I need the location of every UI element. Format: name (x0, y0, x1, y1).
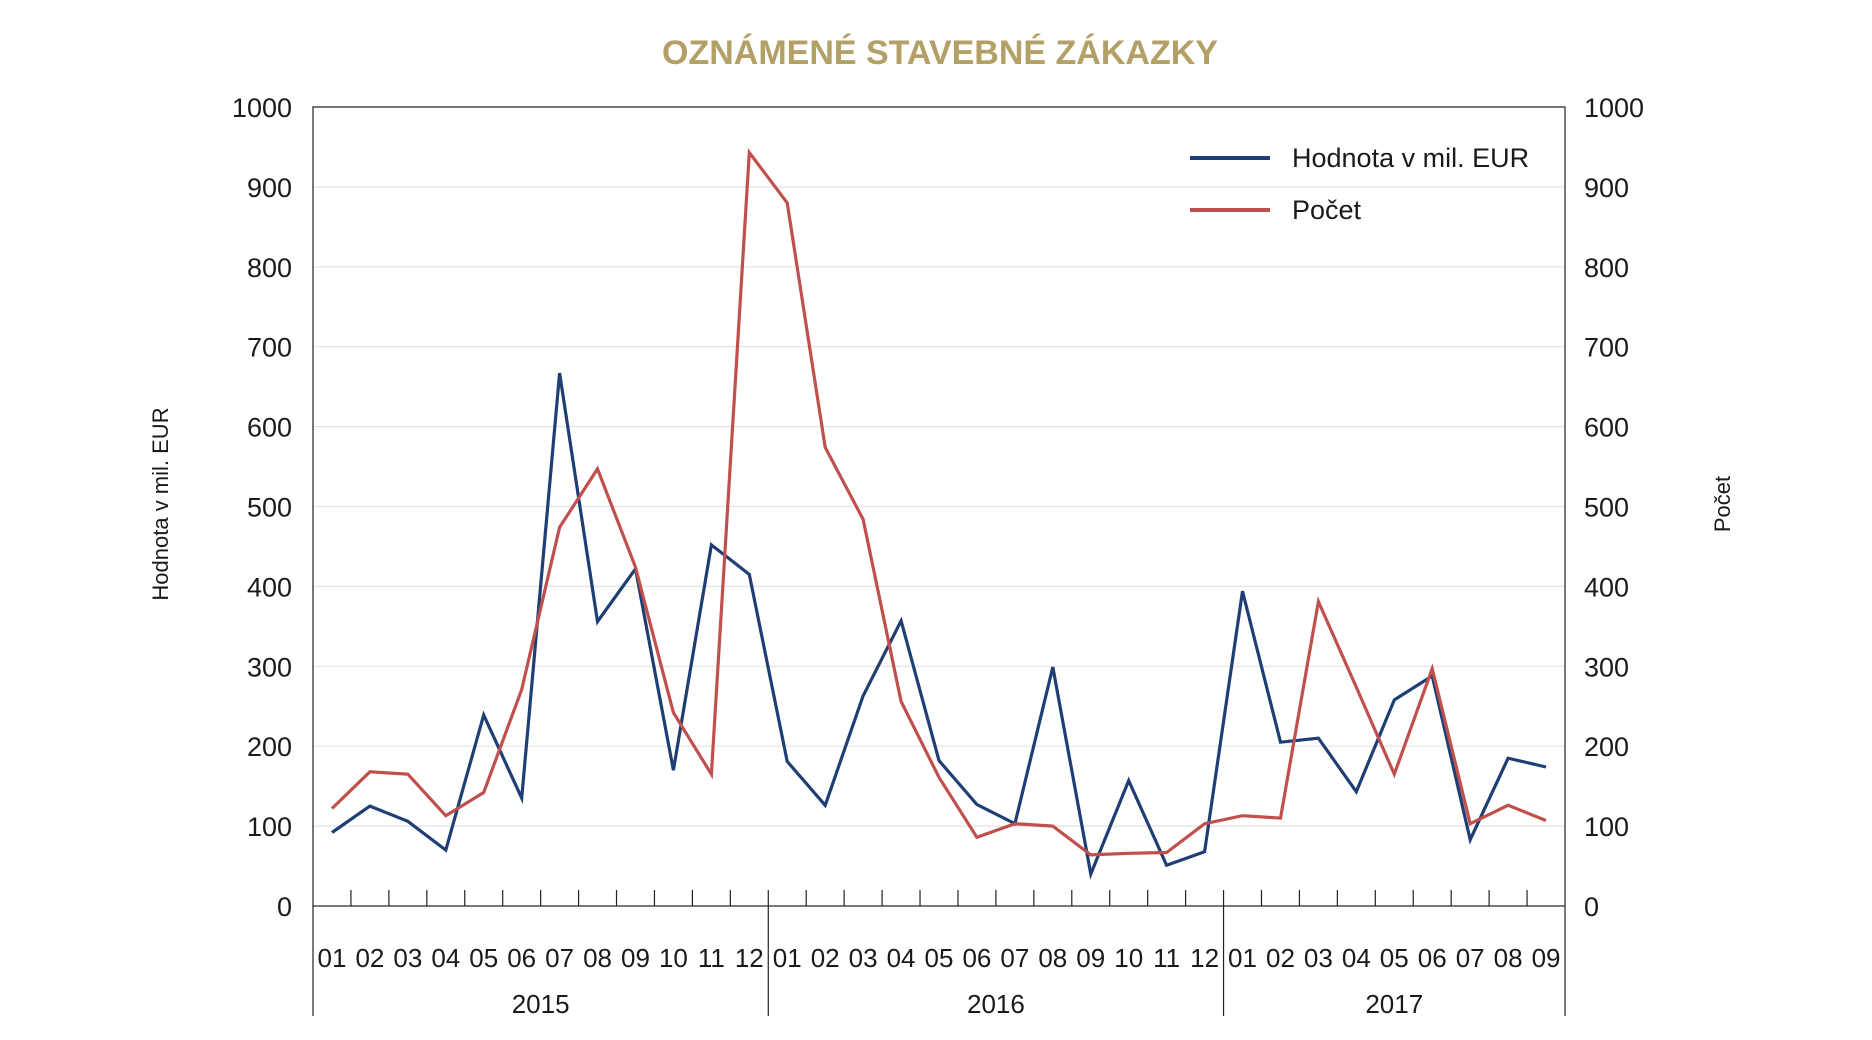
x-tick-label: 07 (1000, 943, 1029, 973)
y-tick-left-1000: 1000 (232, 93, 292, 123)
x-tick-label: 11 (1153, 943, 1180, 973)
x-tick-label: 03 (849, 943, 878, 973)
legend-label-value: Hodnota v mil. EUR (1292, 143, 1529, 173)
y-tick-right-900: 900 (1584, 173, 1629, 203)
x-tick-label: 08 (583, 943, 612, 973)
x-tick-label: 08 (1494, 943, 1523, 973)
x-tick-label: 05 (469, 943, 498, 973)
x-tick-label: 12 (735, 943, 764, 973)
tick-labels: 0 0 100 100 200 200 300 300 400 400 500 500 600 600 70… (232, 93, 1644, 1019)
y-tick-right-600: 600 (1584, 413, 1629, 443)
series-line-0 (331, 372, 1547, 880)
y-tick-left-600: 600 (247, 413, 292, 443)
x-group-label-2016: 2016 (967, 989, 1025, 1019)
y-axis-title-left: Hodnota v mil. EUR (148, 407, 173, 600)
x-tick-label: 03 (393, 943, 422, 973)
x-tick-label: 02 (811, 943, 840, 973)
y-tick-left-200: 200 (247, 732, 292, 762)
series-lines (330, 148, 1547, 880)
gridlines (313, 106, 1565, 827)
y-tick-left-300: 300 (247, 652, 292, 682)
y-axis-title-right: Počet (1710, 476, 1735, 532)
x-tick-label: 01 (1228, 943, 1257, 973)
x-tick-label: 04 (1342, 943, 1371, 973)
y-tick-left-800: 800 (247, 253, 292, 283)
x-tick-label: 09 (621, 943, 650, 973)
y-tick-left-0: 0 (277, 892, 292, 922)
x-tick-label: 09 (1076, 943, 1105, 973)
y-tick-right-200: 200 (1584, 732, 1629, 762)
y-tick-right-1000: 1000 (1584, 93, 1644, 123)
x-tick-label: 02 (355, 943, 384, 973)
y-tick-right-500: 500 (1584, 493, 1629, 523)
x-tick-label: 04 (887, 943, 916, 973)
x-tick-label: 07 (1456, 943, 1485, 973)
legend: Hodnota v mil. EUR Počet (1190, 143, 1529, 225)
y-tick-right-800: 800 (1584, 253, 1629, 283)
x-tick-label: 02 (1266, 943, 1295, 973)
y-tick-left-900: 900 (247, 173, 292, 203)
y-tick-right-100: 100 (1584, 812, 1629, 842)
x-tick-label: 11 (698, 943, 725, 973)
y-tick-right-700: 700 (1584, 333, 1629, 363)
x-tick-label: 06 (962, 943, 991, 973)
x-tick-label: 04 (431, 943, 460, 973)
x-tick-label: 10 (1114, 943, 1143, 973)
x-tick-label: 10 (659, 943, 688, 973)
y-tick-left-500: 500 (247, 493, 292, 523)
y-tick-left-700: 700 (247, 333, 292, 363)
series-line-1 (330, 148, 1547, 857)
x-tick-label: 09 (1532, 943, 1561, 973)
axes (312, 106, 1566, 1016)
x-tick-label: 05 (1380, 943, 1409, 973)
y-tick-left-100: 100 (247, 812, 292, 842)
x-tick-label: 08 (1038, 943, 1067, 973)
plot-frame (312, 106, 1566, 907)
x-tick-label: 01 (773, 943, 802, 973)
x-group-label-2017: 2017 (1365, 989, 1423, 1019)
y-tick-right-400: 400 (1584, 572, 1629, 602)
x-tick-label: 12 (1190, 943, 1219, 973)
x-tick-label: 03 (1304, 943, 1333, 973)
x-tick-label: 06 (507, 943, 536, 973)
y-tick-right-0: 0 (1584, 892, 1599, 922)
legend-label-count: Počet (1292, 195, 1362, 225)
x-group-label-2015: 2015 (512, 989, 570, 1019)
x-tick-label: 07 (545, 943, 574, 973)
chart-title: OZNÁMENÉ STAVEBNÉ ZÁKAZKY (662, 34, 1218, 72)
y-tick-right-300: 300 (1584, 652, 1629, 682)
x-tick-label: 01 (318, 943, 347, 973)
x-tick-label: 06 (1418, 943, 1447, 973)
x-tick-label: 05 (925, 943, 954, 973)
y-tick-left-400: 400 (247, 572, 292, 602)
